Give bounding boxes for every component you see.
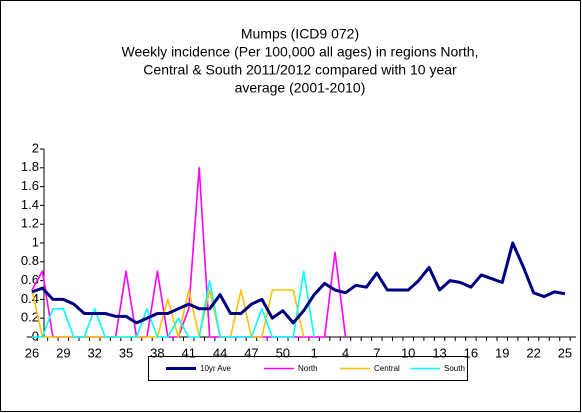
y-tick-label: 0.4 [21,291,39,306]
y-tick-label: 0 [32,328,39,343]
y-tick-label: 2 [32,140,39,155]
y-tick-label: 0.6 [21,272,39,287]
y-tick-label: 1 [32,234,39,249]
chart-subtitle: Weekly incidence (Per 100,000 all ages) … [122,44,479,60]
series-line [32,270,315,338]
x-tick-label: 4 [342,345,349,360]
legend-label: South [444,364,465,373]
y-tick-label: 1.4 [21,197,39,212]
x-tick-label: 13 [432,345,446,360]
x-tick-label: 35 [119,345,133,360]
x-tick-label: 25 [558,345,572,360]
x-tick-label: 16 [464,345,478,360]
x-tick-label: 1 [311,345,318,360]
y-tick-label: 1.2 [21,216,39,231]
x-tick-label: 10 [401,345,415,360]
series-line [31,241,566,325]
x-tick-label: 32 [87,345,101,360]
x-tick-label: 47 [244,345,258,360]
x-tick-label: 26 [25,345,39,360]
x-tick-label: 22 [526,345,540,360]
x-tick-label: 50 [276,345,290,360]
chart-subtitle: Central & South 2011/2012 compared with … [143,62,457,78]
y-tick-label: 0.2 [21,310,39,325]
x-tick-label: 19 [495,345,509,360]
chart-title: Mumps (ICD9 072) [241,26,359,42]
legend-label: Central [374,364,400,373]
x-tick-label: 44 [213,345,227,360]
legend-label: 10yr Ave [200,364,232,373]
chart-subtitle: average (2001-2010) [235,80,366,96]
y-tick-label: 1.8 [21,159,39,174]
y-tick-label: 0.8 [21,253,39,268]
x-tick-label: 29 [56,345,70,360]
x-tick-label: 41 [182,345,196,360]
y-tick-label: 1.6 [21,178,39,193]
x-tick-label: 7 [373,345,380,360]
legend-label: North [298,364,318,373]
x-tick-label: 38 [150,345,164,360]
